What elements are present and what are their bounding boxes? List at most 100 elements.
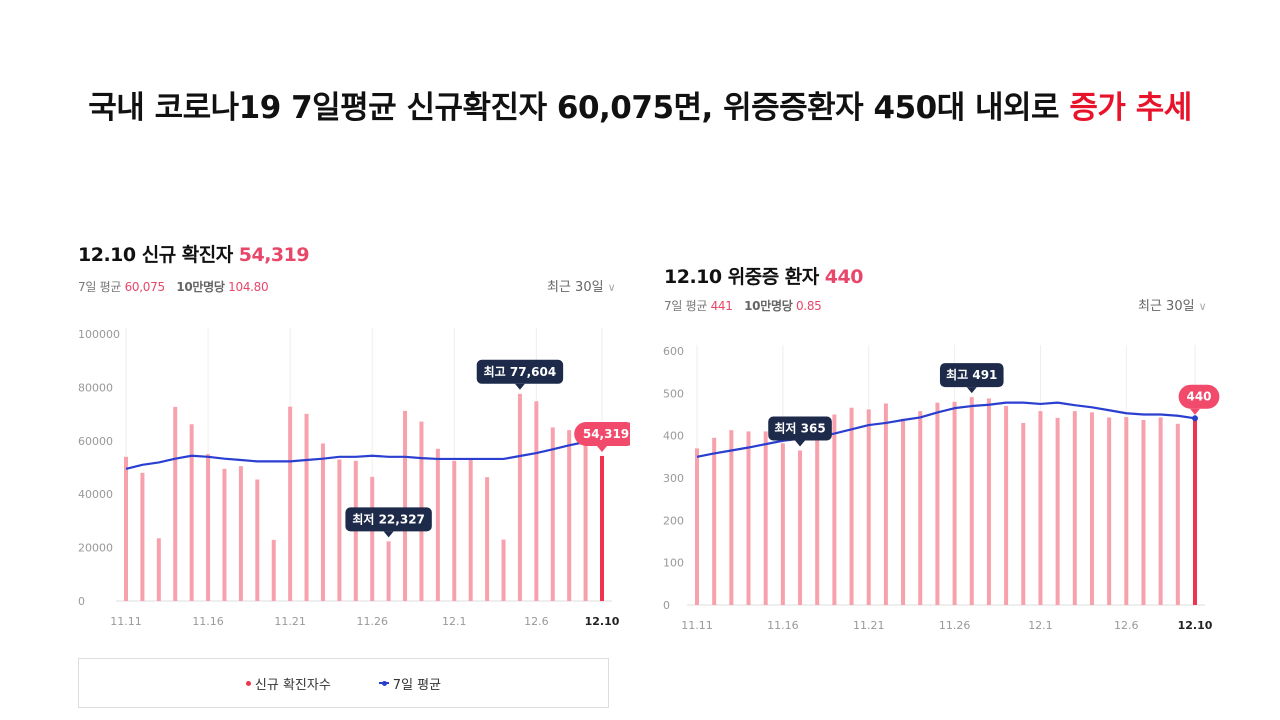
severe-chart: 0 100 200 300 400 500 600 11.11 11.16 11.21 11.26 1… bbox=[663, 345, 1220, 632]
annotation-callout: 최고 77,604 bbox=[476, 359, 564, 390]
bar bbox=[140, 472, 145, 601]
annotation-pointer bbox=[1190, 408, 1200, 415]
x-tick-label: 12.6 bbox=[524, 615, 549, 628]
y-tick-label: 200 bbox=[663, 514, 684, 527]
bar bbox=[901, 418, 906, 605]
bar bbox=[1089, 412, 1094, 605]
annotation-pointer bbox=[966, 387, 977, 394]
bar bbox=[156, 538, 161, 601]
legend-item-average[interactable]: 7일 평균 bbox=[378, 674, 441, 693]
bar bbox=[729, 430, 734, 605]
bar bbox=[583, 438, 588, 601]
bar bbox=[1038, 411, 1043, 605]
bar bbox=[238, 466, 243, 601]
bar bbox=[1107, 417, 1112, 605]
annotation-callout: 최저 22,327 bbox=[345, 507, 432, 538]
severe-title-text: 위중증 환자 bbox=[727, 266, 820, 288]
x-tick-label: 11.11 bbox=[110, 615, 142, 628]
x-tick-label: 12.1 bbox=[1028, 619, 1053, 632]
annotation-label: 440 bbox=[1186, 390, 1211, 404]
legend-item-cases[interactable]: 신규 확진자수 bbox=[245, 674, 331, 693]
severe-period-label: 최근 30일 bbox=[1138, 299, 1195, 314]
bar bbox=[832, 414, 837, 605]
cases-avg-label: 7일 평균 bbox=[78, 280, 122, 294]
cases-avg-value: 60,075 bbox=[124, 280, 166, 294]
average-line-end-point bbox=[1192, 415, 1198, 422]
x-tick-label: 11.16 bbox=[767, 619, 799, 632]
y-tick-label: 20000 bbox=[78, 542, 113, 555]
bar bbox=[403, 410, 408, 601]
severe-per100k-value: 0.85 bbox=[795, 299, 822, 313]
cases-per100k-label: 10만명당 bbox=[176, 280, 225, 294]
y-tick-label: 300 bbox=[663, 472, 684, 485]
y-tick-label: 400 bbox=[663, 430, 684, 443]
annotation-label: 54,319 bbox=[583, 427, 629, 441]
bar bbox=[1124, 417, 1129, 605]
annotation-pointer bbox=[597, 445, 607, 452]
annotation-callout: 최저 365 bbox=[768, 416, 832, 447]
annotation-callout: 54,319 bbox=[574, 421, 630, 452]
bar bbox=[206, 454, 211, 601]
cases-per100k-value: 104.80 bbox=[228, 280, 269, 294]
y-tick-label: 0 bbox=[663, 599, 670, 612]
annotation-label: 최고 77,604 bbox=[484, 364, 557, 379]
bar bbox=[986, 398, 991, 605]
cases-period-select[interactable]: 최근 30일 ∨ bbox=[547, 276, 616, 295]
bar bbox=[189, 424, 194, 601]
severe-period-select[interactable]: 최근 30일 ∨ bbox=[1138, 295, 1207, 314]
bar bbox=[567, 430, 572, 601]
bar bbox=[1004, 406, 1009, 605]
annotation-callout: 최고 491 bbox=[939, 363, 1004, 394]
x-tick-label: 11.16 bbox=[192, 615, 224, 628]
annotation-label: 최저 365 bbox=[774, 420, 825, 435]
cases-period-label: 최근 30일 bbox=[547, 280, 604, 295]
y-tick-label: 60000 bbox=[78, 435, 113, 448]
annotation-box bbox=[574, 421, 630, 446]
cases-date: 12.10 bbox=[78, 244, 136, 266]
bar bbox=[952, 401, 957, 605]
y-tick-label: 0 bbox=[78, 595, 85, 608]
bar bbox=[712, 437, 717, 605]
bar bbox=[271, 539, 276, 601]
severe-avg-label: 7일 평균 bbox=[664, 299, 708, 313]
x-tick-label: 11.26 bbox=[356, 615, 388, 628]
bar bbox=[763, 431, 768, 605]
x-tick-label: 12.6 bbox=[1114, 619, 1139, 632]
average-line bbox=[696, 401, 1196, 458]
bar bbox=[501, 539, 506, 601]
bar bbox=[883, 403, 888, 605]
chevron-down-icon: ∨ bbox=[1198, 300, 1207, 313]
y-tick-label: 500 bbox=[663, 387, 684, 400]
average-line bbox=[125, 439, 603, 470]
severe-per100k-label: 10만명당 bbox=[744, 299, 793, 313]
y-tick-label: 100 bbox=[663, 557, 684, 570]
x-tick-label: 12.10 bbox=[585, 615, 620, 628]
annotation-box bbox=[476, 359, 564, 384]
bar bbox=[1072, 411, 1077, 605]
annotation-box bbox=[1178, 384, 1220, 409]
annotation-pointer bbox=[795, 440, 806, 447]
bar bbox=[780, 443, 785, 605]
bar bbox=[550, 427, 555, 601]
annotation-label: 최저 22,327 bbox=[352, 511, 425, 526]
chevron-down-icon: ∨ bbox=[607, 281, 616, 294]
bar bbox=[1141, 420, 1146, 605]
bar bbox=[798, 450, 803, 605]
x-tick-label: 12.1 bbox=[442, 615, 467, 628]
y-tick-label: 100000 bbox=[78, 328, 120, 341]
bar bbox=[320, 443, 325, 601]
cases-title-text: 신규 확진자 bbox=[141, 244, 234, 266]
bar bbox=[815, 433, 820, 605]
bar bbox=[1158, 417, 1163, 605]
bar bbox=[695, 448, 699, 605]
bar bbox=[288, 406, 293, 601]
headline: 국내 코로나19 7일평균 신규확진자 60,075면, 위증증환자 450대 … bbox=[0, 82, 1280, 127]
y-tick-label: 40000 bbox=[78, 488, 113, 501]
bar bbox=[1193, 418, 1197, 605]
severe-title: 12.10 위중증 환자 440 bbox=[664, 262, 863, 289]
cases-legend: 신규 확진자수 7일 평균 bbox=[78, 658, 609, 708]
bar bbox=[304, 413, 309, 601]
annotation-pointer bbox=[383, 531, 394, 538]
bar bbox=[222, 468, 227, 601]
bar bbox=[370, 476, 375, 601]
